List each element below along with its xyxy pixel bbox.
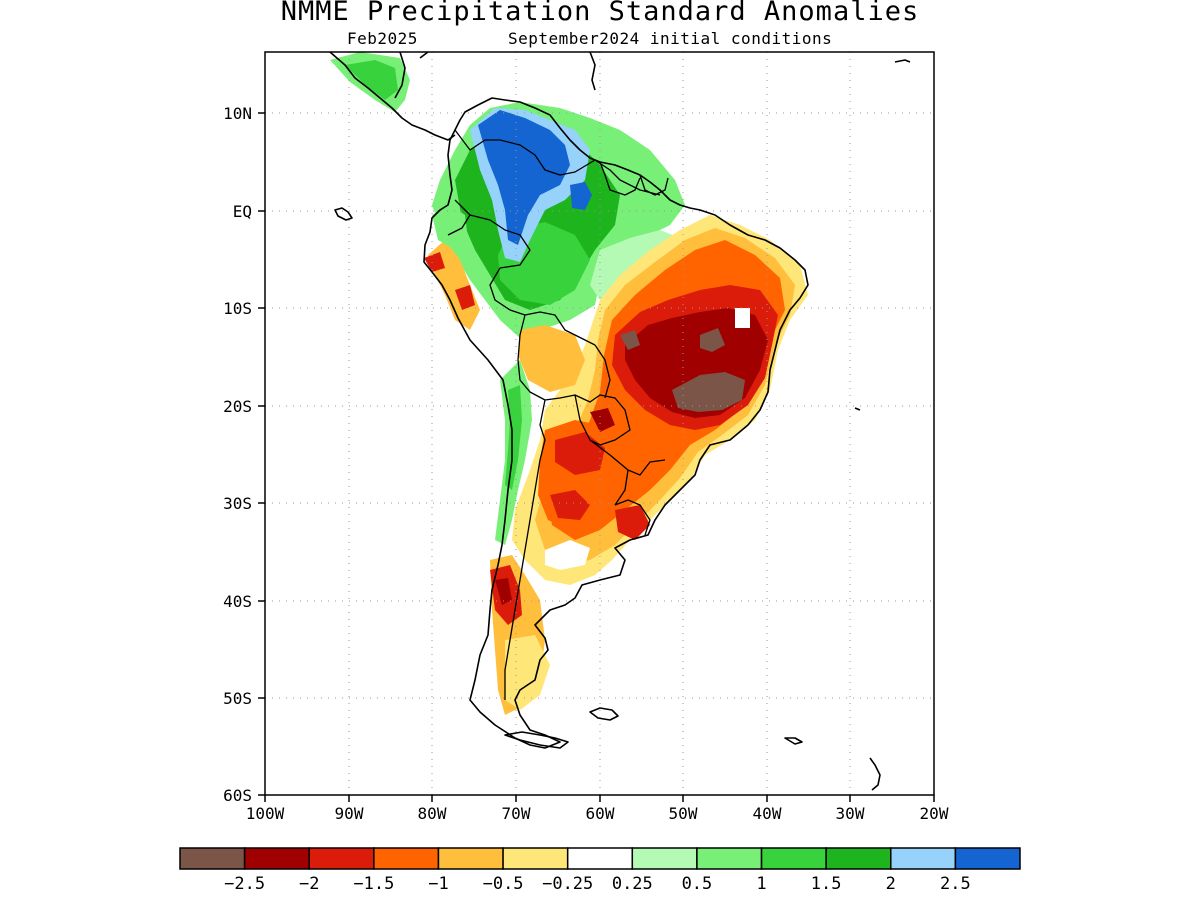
anomaly-patagonia-yellow <box>505 635 550 710</box>
anomaly-ecuador-green <box>432 205 468 250</box>
colorbar-tick-label: −0.5 <box>483 874 524 894</box>
colorbar-bin <box>308 847 375 870</box>
lat-label: 30S <box>223 494 252 513</box>
colorbar-bin <box>696 847 763 870</box>
lat-label: 10N <box>223 104 252 123</box>
map-title: NMME Precipitation Standard Anomalies <box>280 0 920 27</box>
anomaly-brazil-brown-3 <box>620 330 640 350</box>
colorbar-tick-label: 0.5 <box>682 874 713 894</box>
map-gridlines <box>265 52 934 795</box>
lat-label: 40S <box>223 592 252 611</box>
colorbar-bin <box>760 847 827 870</box>
colorbar-tick-label: 2.5 <box>940 874 971 894</box>
guiana-borders <box>599 161 669 196</box>
lat-label: EQ <box>233 202 252 221</box>
colorbar <box>179 847 1021 870</box>
initial-conditions-label: September2024 initial conditions <box>508 29 833 48</box>
colorbar-bin <box>631 847 698 870</box>
central-america-coastline <box>329 52 456 141</box>
colorbar-bin <box>373 847 440 870</box>
colorbar-tick-label: −2 <box>299 874 319 894</box>
lat-label: 50S <box>223 689 252 708</box>
lon-label: 40W <box>753 804 782 823</box>
caribbean-islands <box>589 52 911 91</box>
anomaly-chile-dark-red <box>495 578 512 605</box>
anomaly-south-dark-red <box>590 408 615 432</box>
anomaly-south-red-1 <box>555 432 605 475</box>
country-borders <box>447 129 666 700</box>
lon-label: 20W <box>920 804 949 823</box>
lon-label: 70W <box>502 804 531 823</box>
colorbar-bin <box>954 847 1021 870</box>
longitude-labels: 100W 90W 80W 70W 60W 50W 40W 30W 20W <box>246 804 949 823</box>
anomaly-south-red-2 <box>550 490 590 520</box>
colorbar-tick-label: 1 <box>756 874 766 894</box>
colorbar-tick-label: 2 <box>886 874 896 894</box>
colorbar-tick-label: 1.5 <box>811 874 842 894</box>
south-america-coastline <box>423 97 809 749</box>
valid-month-label: Feb2025 <box>347 29 418 48</box>
colorbar-bin <box>566 847 634 870</box>
colorbar-tick-label: −0.25 <box>542 874 593 894</box>
latitude-labels: 10N EQ 10S 20S 30S 40S 50S 60S <box>223 104 252 805</box>
anomaly-field <box>330 52 808 715</box>
anomaly-peru-red-2 <box>455 285 475 310</box>
anomaly-peru-red <box>424 252 445 272</box>
anomaly-brazil-brown-1 <box>672 372 745 412</box>
anomaly-north-blue <box>478 110 570 245</box>
colorbar-tick-label: −1 <box>428 874 448 894</box>
lon-label: 60W <box>586 804 615 823</box>
colorbar-bin <box>502 847 569 870</box>
lon-label: 80W <box>418 804 447 823</box>
colorbar-bin <box>890 847 957 870</box>
colorbar-tick-label: −2.5 <box>224 874 265 894</box>
anomaly-central-america-core <box>345 60 398 100</box>
lon-label: 30W <box>836 804 865 823</box>
anomaly-south-white <box>545 540 590 570</box>
colorbar-tick-label: −1.5 <box>353 874 394 894</box>
south-georgia <box>784 737 803 745</box>
axis-ticks <box>258 112 935 802</box>
lon-label: 100W <box>246 804 285 823</box>
lat-label: 60S <box>223 786 252 805</box>
lon-label: 90W <box>335 804 364 823</box>
anomaly-andes-dark-green <box>505 385 522 490</box>
falkland-islands <box>589 707 619 721</box>
atlantic-islands <box>854 407 881 791</box>
colorbar-bin <box>179 847 246 870</box>
anomaly-bolivia-orange <box>518 325 585 392</box>
colorbar-bin <box>437 847 504 870</box>
colorbar-tick-label: 0.25 <box>612 874 653 894</box>
galapagos-islands <box>334 207 353 221</box>
colorbar-bin <box>243 847 310 870</box>
colorbar-labels: −2.5 −2 −1.5 −1 −0.5 −0.25 0.25 0.5 1 1.5 2 2.5 <box>224 874 971 894</box>
anomaly-brazil-white-gap <box>735 308 750 328</box>
tierra-del-fuego <box>504 731 569 749</box>
coastlines <box>329 52 911 791</box>
anomaly-uruguay-red <box>615 505 650 540</box>
lat-label: 20S <box>223 397 252 416</box>
colorbar-bin <box>825 847 892 870</box>
anomaly-north-blue-east <box>570 182 592 210</box>
lon-label: 50W <box>669 804 698 823</box>
lat-label: 10S <box>223 299 252 318</box>
anomaly-brazil-brown-2 <box>700 328 725 352</box>
